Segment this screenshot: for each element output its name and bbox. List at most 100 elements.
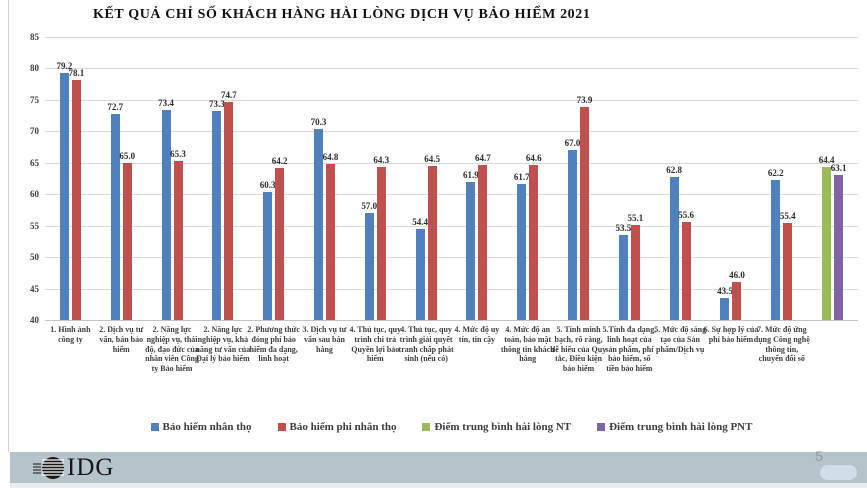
bar-group: 62.8 55.6 (655, 37, 706, 320)
data-label: 73.9 (576, 94, 593, 105)
bar (822, 166, 832, 320)
bar-wrapper: 64.4 (819, 155, 834, 320)
bar-wrapper: 79.2 (57, 61, 72, 320)
data-label: 64.7 (475, 152, 491, 163)
bar-group: 60.3 64.2 (248, 37, 299, 320)
y-axis-tick-label: 75 (30, 94, 39, 105)
data-label: 64.2 (271, 155, 288, 166)
category-label: 5.Tính đa dạng, linh hoạt của sản phẩm, … (602, 325, 657, 373)
data-label: 72.7 (107, 102, 124, 113)
bar-wrapper: 55.6 (678, 210, 694, 320)
bar (71, 80, 81, 320)
bar (122, 162, 132, 320)
bar (263, 192, 273, 320)
bar-wrapper: 53.5 (615, 223, 631, 320)
data-label: 65.0 (119, 150, 136, 161)
bar-group: 54.4 64.5 (401, 37, 452, 320)
bar-group: 61.7 64.6 (502, 37, 553, 320)
gridline (45, 68, 858, 70)
bar-wrapper: 64.8 (323, 152, 338, 320)
data-label: 73.4 (158, 97, 174, 108)
data-label: 61.7 (513, 171, 530, 182)
data-label: 64.4 (818, 154, 835, 165)
bar (173, 160, 183, 320)
bar (110, 114, 120, 320)
bar (364, 213, 374, 320)
bar (325, 164, 335, 320)
data-label: 79.2 (56, 61, 73, 72)
bar (669, 176, 679, 320)
data-label: 43.5 (717, 286, 733, 296)
category-label: 5. Mức độ sáng tạo của Sản phẩm/Dịch vụ (654, 325, 707, 354)
category-label: 2. Năng lực nghiệp vụ, khả năng tư vấn c… (195, 325, 251, 364)
bar (681, 221, 691, 320)
bar-wrapper: 55.1 (627, 213, 643, 320)
data-label: 64.6 (525, 153, 542, 164)
bar-wrapper: 62.8 (666, 165, 682, 320)
bar-wrapper: 74.7 (221, 90, 237, 320)
bar (415, 229, 425, 320)
data-label: 63.1 (830, 162, 847, 173)
bar-wrapper: 78.1 (69, 68, 84, 320)
data-label: 70.3 (310, 117, 327, 128)
y-axis-tick-label: 60 (30, 189, 39, 200)
bar (376, 167, 386, 320)
data-label: 74.7 (220, 89, 237, 100)
legend-swatch (150, 423, 159, 431)
bar-wrapper: 73.4 (158, 98, 174, 320)
gridline (45, 225, 858, 227)
chart-title: KẾT QUẢ CHỈ SỐ KHÁCH HÀNG HÀI LÒNG DỊCH … (93, 7, 591, 22)
bar (224, 101, 234, 320)
bar-group: 79.2 78.1 (45, 37, 96, 320)
idg-logo: IDG (33, 454, 115, 481)
bar (618, 235, 628, 320)
bar (161, 109, 171, 320)
data-label: 65.3 (170, 148, 186, 159)
bar-group: 53.5 55.1 (604, 37, 655, 320)
y-axis-tick-label: 55 (30, 220, 39, 231)
data-label: 73.3 (208, 98, 225, 109)
bar (478, 164, 488, 320)
bar (212, 110, 222, 320)
data-label: 62.2 (767, 168, 784, 179)
gridline (45, 320, 858, 321)
category-label: 4. Mức độ uy tín, tin cậy (454, 325, 500, 344)
bar-wrapper: 64.6 (526, 153, 542, 320)
category-label: 3. Dịch vụ tư vấn sau bán hàng (302, 325, 347, 354)
left-edge-line (8, 0, 9, 452)
data-label: 55.1 (627, 213, 644, 224)
legend-item: Bảo hiểm phi nhân thọ (277, 421, 397, 433)
legend-swatch (422, 423, 431, 431)
bar-wrapper: 46.0 (729, 270, 745, 320)
data-label: 64.3 (373, 155, 390, 166)
data-label: 62.8 (666, 164, 683, 175)
legend-label: Bảo hiểm phi nhân thọ (289, 421, 397, 433)
gridline (45, 162, 858, 164)
bar-group: 43.5 46.0 (706, 37, 757, 320)
legend-item: Điểm trung bình hài lòng PNT (597, 421, 752, 433)
bar-group: 70.3 64.8 (299, 37, 350, 320)
bar-wrapper: 73.3 (209, 99, 225, 320)
bar-wrapper: 61.7 (514, 172, 530, 320)
bar-wrapper: 64.7 (475, 153, 491, 320)
bar (783, 223, 793, 320)
data-label: 54.4 (412, 217, 428, 228)
y-axis-tick-label: 85 (30, 32, 39, 42)
legend-swatch (277, 423, 286, 431)
category-label: 4. Thủ tục, quy trình chi trả Quyền lợi … (349, 325, 402, 364)
data-label: 55.6 (678, 209, 695, 220)
bar (529, 165, 539, 320)
category-label: 4. Thủ tục, quy trình giải quyết tranh c… (398, 325, 454, 364)
bar-wrapper: 72.7 (107, 102, 123, 320)
y-axis-tick-label: 70 (30, 126, 39, 137)
bar (59, 73, 69, 320)
bar-wrapper: 55.4 (780, 211, 796, 320)
bar-wrapper: 65.0 (119, 151, 135, 320)
bar (466, 182, 476, 320)
bar-group: 73.3 74.7 (197, 37, 248, 320)
bar (568, 150, 578, 320)
y-axis-tick-label: 40 (30, 315, 39, 325)
idg-logo-text: IDG (67, 454, 115, 481)
category-label: 2. Năng lực nghiệp vụ, thái độ, đạo đức … (145, 325, 199, 373)
